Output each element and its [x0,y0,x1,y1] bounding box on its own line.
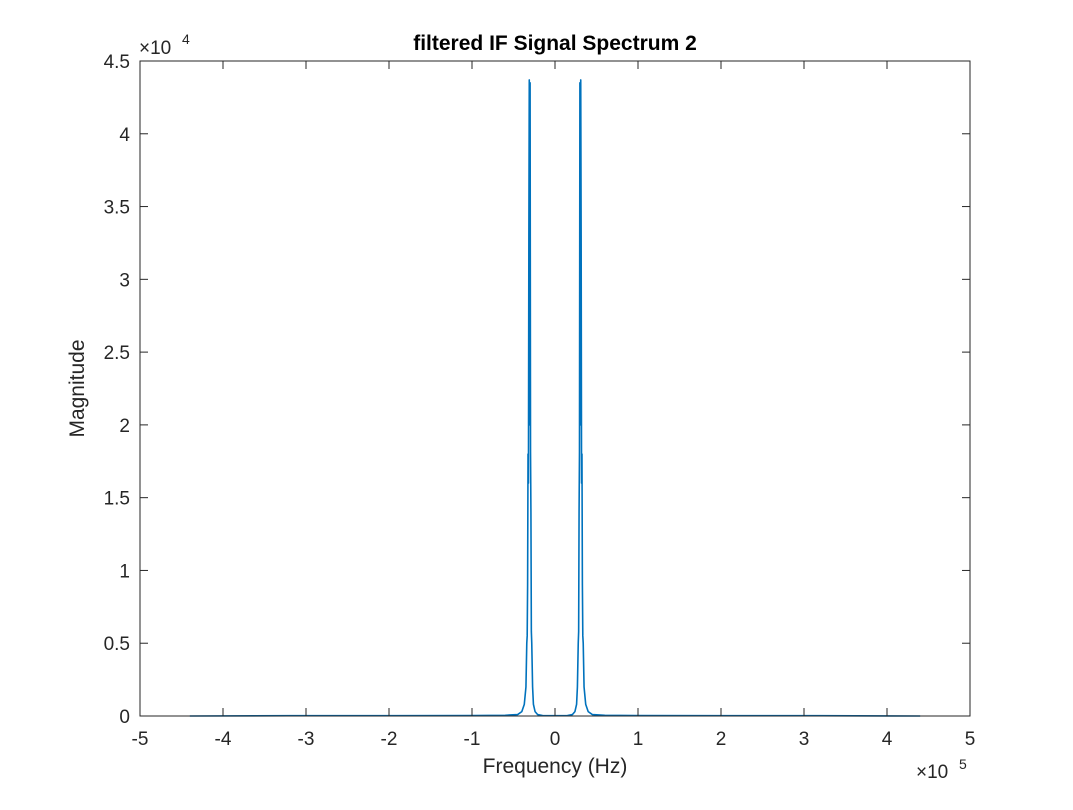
x-tick-label: -4 [215,729,232,750]
x-tick-label: -3 [298,729,315,750]
x-tick-label: 0 [550,729,561,750]
x-tick-label: 2 [716,729,727,750]
chart-title: filtered IF Signal Spectrum 2 [413,32,697,55]
x-tick-label: -2 [381,729,398,750]
x-tick-label: -1 [464,729,481,750]
x-multiplier-exponent: 5 [959,756,967,772]
x-multiplier: ×10 5 [916,756,967,783]
y-ticks: 0 0.5 1 1.5 2 2.5 3 3.5 4 4.5 [104,52,970,728]
y-tick-label: 2 [119,416,130,437]
y-tick-label: 1.5 [104,489,130,510]
y-tick-label: 2.5 [104,343,130,364]
x-ticks: -5 -4 -3 -2 -1 0 1 2 3 4 5 [132,61,976,750]
y-multiplier-base: ×10 [139,38,171,59]
x-tick-label: 1 [633,729,644,750]
x-tick-label: 5 [965,729,976,750]
y-axis-label: Magnitude [66,339,89,437]
y-tick-label: 4 [119,125,130,146]
x-tick-label: -5 [132,729,149,750]
y-tick-label: 1 [119,561,130,582]
y-tick-label: 4.5 [104,52,130,73]
x-multiplier-base: ×10 [916,762,948,783]
x-axis-label: Frequency (Hz) [483,755,628,778]
y-tick-label: 0 [119,707,130,728]
y-multiplier-exponent: 4 [182,31,190,47]
x-tick-label: 4 [882,729,893,750]
y-tick-label: 3 [119,270,130,291]
y-tick-label: 0.5 [104,634,130,655]
y-tick-label: 3.5 [104,198,130,219]
y-multiplier: ×10 4 [139,31,190,59]
x-tick-label: 3 [799,729,810,750]
